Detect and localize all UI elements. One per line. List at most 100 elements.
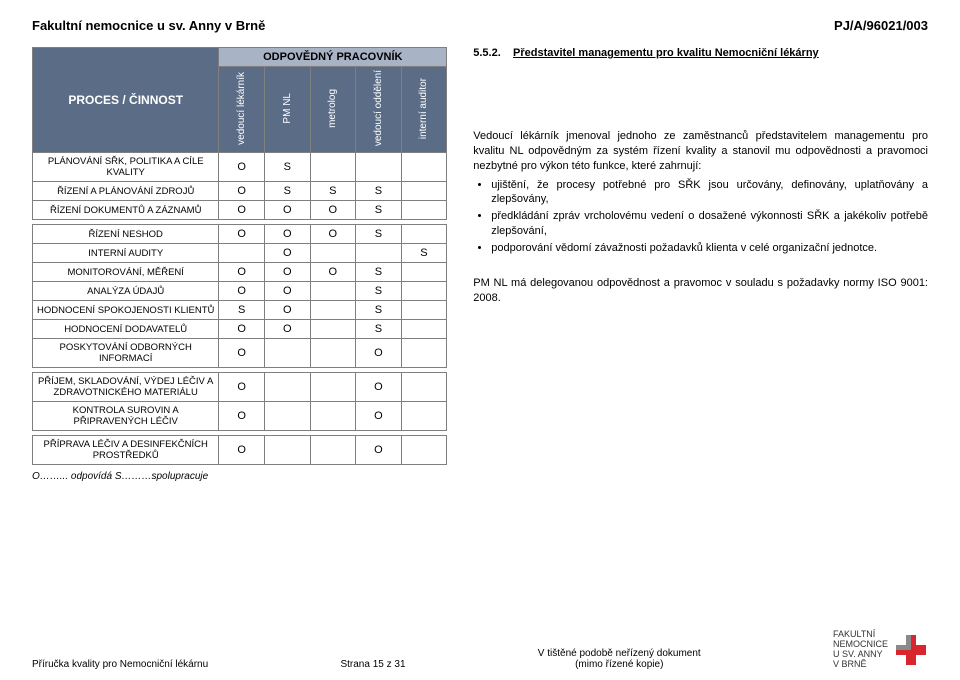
matrix-cell: O	[219, 402, 265, 431]
matrix-cell: O	[219, 282, 265, 301]
matrix-cell: O	[264, 282, 310, 301]
group-header: ODPOVĚDNÝ PRACOVNÍK	[219, 48, 447, 67]
matrix-cell: O	[264, 225, 310, 244]
cross-icon	[894, 633, 928, 667]
footer-right-2: (mimo řízené kopie)	[538, 659, 701, 670]
matrix-cell: O	[219, 263, 265, 282]
table-row: KONTROLA SUROVIN A PŘIPRAVENÝCH LÉČIVOO	[33, 402, 447, 431]
matrix-cell	[401, 339, 447, 368]
table-row: ANALÝZA ÚDAJŮOOS	[33, 282, 447, 301]
table-row: ŘÍZENÍ NESHODOOOS	[33, 225, 447, 244]
closing-paragraph: PM NL má delegovanou odpovědnost a pravo…	[473, 276, 928, 306]
table-row: PŘÍJEM, SKLADOVÁNÍ, VÝDEJ LÉČIV A ZDRAVO…	[33, 373, 447, 402]
table-row: PLÁNOVÁNÍ SŘK, POLITIKA A CÍLE KVALITYOS	[33, 153, 447, 182]
matrix-cell: O	[264, 244, 310, 263]
matrix-cell	[356, 153, 402, 182]
row-label: PŘÍPRAVA LÉČIV A DESINFEKČNÍCH PROSTŘEDK…	[33, 436, 219, 465]
row-label: HODNOCENÍ DODAVATELŮ	[33, 320, 219, 339]
matrix-cell	[310, 339, 356, 368]
table-legend: O……... odpovídá S………spolupracuje	[32, 471, 447, 482]
matrix-cell	[401, 201, 447, 220]
table-row: POSKYTOVÁNÍ ODBORNÝCH INFORMACÍOO	[33, 339, 447, 368]
table-row: MONITOROVÁNÍ, MĚŘENÍOOOS	[33, 263, 447, 282]
matrix-cell	[401, 225, 447, 244]
col-1: PM NL	[264, 67, 310, 153]
table-row: HODNOCENÍ SPOKOJENOSTI KLIENTŮSOS	[33, 301, 447, 320]
matrix-cell: O	[356, 436, 402, 465]
matrix-cell	[401, 263, 447, 282]
matrix-cell	[401, 282, 447, 301]
matrix-cell: O	[356, 402, 402, 431]
bullet-list: ujištění, že procesy potřebné pro SŘK js…	[473, 178, 928, 256]
footer-left: Příručka kvality pro Nemocniční lékárnu	[32, 659, 208, 670]
row-label: ŘÍZENÍ DOKUMENTŮ A ZÁZNAMŮ	[33, 201, 219, 220]
matrix-cell: S	[219, 301, 265, 320]
section-number: 5.5.2.	[473, 47, 501, 59]
doc-code: PJ/A/96021/003	[834, 18, 928, 33]
matrix-cell: S	[264, 182, 310, 201]
col-3: vedoucí oddělení	[356, 67, 402, 153]
matrix-cell	[219, 244, 265, 263]
matrix-cell: S	[356, 263, 402, 282]
logo-line: V BRNĚ	[833, 660, 888, 670]
matrix-cell: O	[310, 201, 356, 220]
footer-right-1: V tištěné podobě neřízený dokument	[538, 648, 701, 659]
row-label: PLÁNOVÁNÍ SŘK, POLITIKA A CÍLE KVALITY	[33, 153, 219, 182]
matrix-cell	[401, 402, 447, 431]
matrix-cell: O	[264, 263, 310, 282]
matrix-cell: O	[219, 182, 265, 201]
matrix-cell: O	[219, 225, 265, 244]
matrix-cell	[310, 436, 356, 465]
matrix-cell: O	[219, 201, 265, 220]
matrix-cell: S	[401, 244, 447, 263]
matrix-cell	[264, 373, 310, 402]
matrix-cell: O	[356, 339, 402, 368]
row-label: KONTROLA SUROVIN A PŘIPRAVENÝCH LÉČIV	[33, 402, 219, 431]
matrix-cell	[401, 301, 447, 320]
col-4: interní auditor	[401, 67, 447, 153]
matrix-cell	[401, 373, 447, 402]
matrix-cell: S	[356, 225, 402, 244]
matrix-cell: S	[356, 182, 402, 201]
row-label: ŘÍZENÍ NESHOD	[33, 225, 219, 244]
matrix-cell: O	[219, 339, 265, 368]
matrix-cell	[310, 373, 356, 402]
row-label: ŘÍZENÍ A PLÁNOVÁNÍ ZDROJŮ	[33, 182, 219, 201]
matrix-cell	[310, 301, 356, 320]
row-label: MONITOROVÁNÍ, MĚŘENÍ	[33, 263, 219, 282]
table-row: PŘÍPRAVA LÉČIV A DESINFEKČNÍCH PROSTŘEDK…	[33, 436, 447, 465]
page-footer: Příručka kvality pro Nemocniční lékárnu …	[32, 630, 928, 670]
matrix-cell	[401, 436, 447, 465]
matrix-cell	[401, 320, 447, 339]
section-title: Představitel managementu pro kvalitu Nem…	[513, 47, 819, 59]
matrix-cell	[310, 402, 356, 431]
matrix-cell: O	[356, 373, 402, 402]
matrix-cell: O	[219, 436, 265, 465]
row-label: HODNOCENÍ SPOKOJENOSTI KLIENTŮ	[33, 301, 219, 320]
matrix-cell: O	[219, 320, 265, 339]
matrix-cell	[310, 244, 356, 263]
table-row: HODNOCENÍ DODAVATELŮOOS	[33, 320, 447, 339]
org-logo: FAKULTNÍ NEMOCNICE U SV. ANNY V BRNĚ	[833, 630, 928, 670]
matrix-cell	[401, 182, 447, 201]
matrix-cell	[264, 339, 310, 368]
doc-org: Fakultní nemocnice u sv. Anny v Brně	[32, 18, 265, 33]
table-row: ŘÍZENÍ A PLÁNOVÁNÍ ZDROJŮOSSS	[33, 182, 447, 201]
matrix-cell: S	[264, 153, 310, 182]
intro-paragraph: Vedoucí lékárník jmenoval jednoho ze zam…	[473, 129, 928, 174]
table-row: INTERNÍ AUDITYOS	[33, 244, 447, 263]
matrix-cell: O	[219, 153, 265, 182]
matrix-cell	[310, 153, 356, 182]
footer-mid: Strana 15 z 31	[340, 659, 405, 670]
row-label: ANALÝZA ÚDAJŮ	[33, 282, 219, 301]
matrix-cell	[310, 282, 356, 301]
row-label: POSKYTOVÁNÍ ODBORNÝCH INFORMACÍ	[33, 339, 219, 368]
col-0: vedoucí lékárník	[219, 67, 265, 153]
list-item: předkládání zpráv vrcholovému vedení o d…	[491, 209, 928, 239]
matrix-cell: O	[219, 373, 265, 402]
matrix-cell: O	[264, 301, 310, 320]
list-item: podporování vědomí závažnosti požadavků …	[491, 241, 928, 256]
col-2: metrolog	[310, 67, 356, 153]
matrix-cell	[264, 436, 310, 465]
matrix-cell: S	[356, 282, 402, 301]
